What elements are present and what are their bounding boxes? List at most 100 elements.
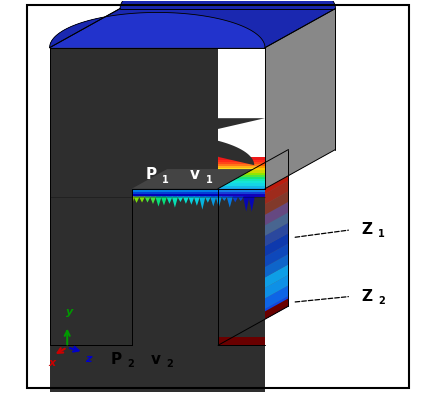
Polygon shape	[50, 0, 335, 48]
Polygon shape	[95, 196, 101, 201]
Polygon shape	[161, 196, 167, 206]
Polygon shape	[50, 181, 265, 184]
Text: v: v	[150, 351, 160, 367]
Polygon shape	[50, 164, 265, 166]
Polygon shape	[218, 191, 289, 241]
Polygon shape	[155, 196, 162, 207]
Polygon shape	[199, 196, 205, 209]
Polygon shape	[50, 196, 265, 392]
Polygon shape	[50, 13, 265, 48]
Polygon shape	[50, 194, 265, 196]
Polygon shape	[89, 196, 96, 202]
Polygon shape	[218, 149, 289, 345]
Polygon shape	[218, 244, 289, 293]
Polygon shape	[22, 1, 50, 392]
Polygon shape	[216, 196, 222, 208]
Polygon shape	[221, 196, 228, 201]
Polygon shape	[166, 196, 173, 204]
Polygon shape	[123, 196, 129, 212]
Text: P: P	[146, 167, 157, 182]
Polygon shape	[218, 233, 289, 283]
Polygon shape	[218, 149, 289, 345]
Polygon shape	[50, 48, 132, 345]
Polygon shape	[128, 196, 134, 210]
Polygon shape	[50, 193, 132, 345]
Polygon shape	[132, 169, 253, 189]
Text: y: y	[65, 307, 73, 317]
Polygon shape	[84, 196, 90, 202]
Polygon shape	[194, 196, 200, 206]
Polygon shape	[50, 179, 265, 181]
Polygon shape	[218, 298, 289, 345]
Polygon shape	[50, 9, 335, 48]
Polygon shape	[106, 196, 112, 208]
Polygon shape	[68, 196, 74, 211]
Polygon shape	[50, 190, 265, 192]
Polygon shape	[218, 275, 289, 325]
Polygon shape	[218, 222, 289, 272]
Polygon shape	[132, 189, 218, 345]
Polygon shape	[265, 9, 335, 189]
Polygon shape	[50, 171, 265, 173]
Polygon shape	[50, 168, 265, 171]
Polygon shape	[62, 196, 68, 205]
Polygon shape	[172, 196, 178, 208]
Polygon shape	[177, 196, 184, 202]
Polygon shape	[265, 9, 335, 189]
Polygon shape	[50, 184, 265, 185]
Polygon shape	[218, 285, 289, 335]
Polygon shape	[73, 196, 79, 209]
Text: 1: 1	[205, 174, 212, 185]
Text: z: z	[85, 354, 92, 364]
Polygon shape	[204, 196, 211, 203]
Polygon shape	[78, 196, 85, 208]
Polygon shape	[132, 48, 218, 189]
Polygon shape	[218, 338, 265, 345]
Polygon shape	[50, 9, 335, 48]
Polygon shape	[50, 177, 265, 179]
Text: 2: 2	[166, 359, 173, 369]
Polygon shape	[144, 196, 151, 202]
Polygon shape	[232, 196, 238, 202]
Polygon shape	[139, 196, 145, 202]
Polygon shape	[218, 254, 289, 303]
Polygon shape	[218, 149, 289, 345]
Polygon shape	[218, 202, 289, 252]
Polygon shape	[50, 0, 335, 48]
Polygon shape	[218, 212, 289, 262]
Polygon shape	[218, 264, 289, 314]
Polygon shape	[218, 149, 289, 199]
Polygon shape	[243, 196, 249, 211]
Polygon shape	[218, 248, 265, 345]
Polygon shape	[50, 162, 265, 164]
Polygon shape	[117, 196, 123, 201]
Polygon shape	[50, 173, 265, 175]
Text: Z: Z	[361, 222, 372, 237]
Text: 1: 1	[378, 230, 385, 239]
Polygon shape	[265, 9, 335, 189]
Polygon shape	[101, 196, 107, 211]
Polygon shape	[50, 338, 132, 345]
Polygon shape	[188, 196, 194, 205]
Polygon shape	[50, 196, 132, 345]
Polygon shape	[183, 196, 189, 204]
Text: x: x	[48, 358, 55, 368]
Polygon shape	[210, 196, 216, 206]
Polygon shape	[50, 157, 265, 160]
Text: 2: 2	[127, 359, 134, 369]
Polygon shape	[50, 188, 265, 190]
Polygon shape	[238, 196, 244, 201]
Polygon shape	[50, 166, 265, 168]
Polygon shape	[218, 160, 289, 209]
Polygon shape	[132, 48, 218, 189]
Text: 2: 2	[378, 296, 385, 306]
Polygon shape	[218, 189, 265, 345]
Polygon shape	[50, 118, 265, 165]
Polygon shape	[249, 196, 255, 212]
Polygon shape	[218, 181, 289, 230]
Text: v: v	[190, 167, 200, 182]
Polygon shape	[50, 13, 265, 48]
Polygon shape	[112, 196, 118, 209]
Polygon shape	[227, 196, 233, 208]
Polygon shape	[50, 192, 265, 194]
